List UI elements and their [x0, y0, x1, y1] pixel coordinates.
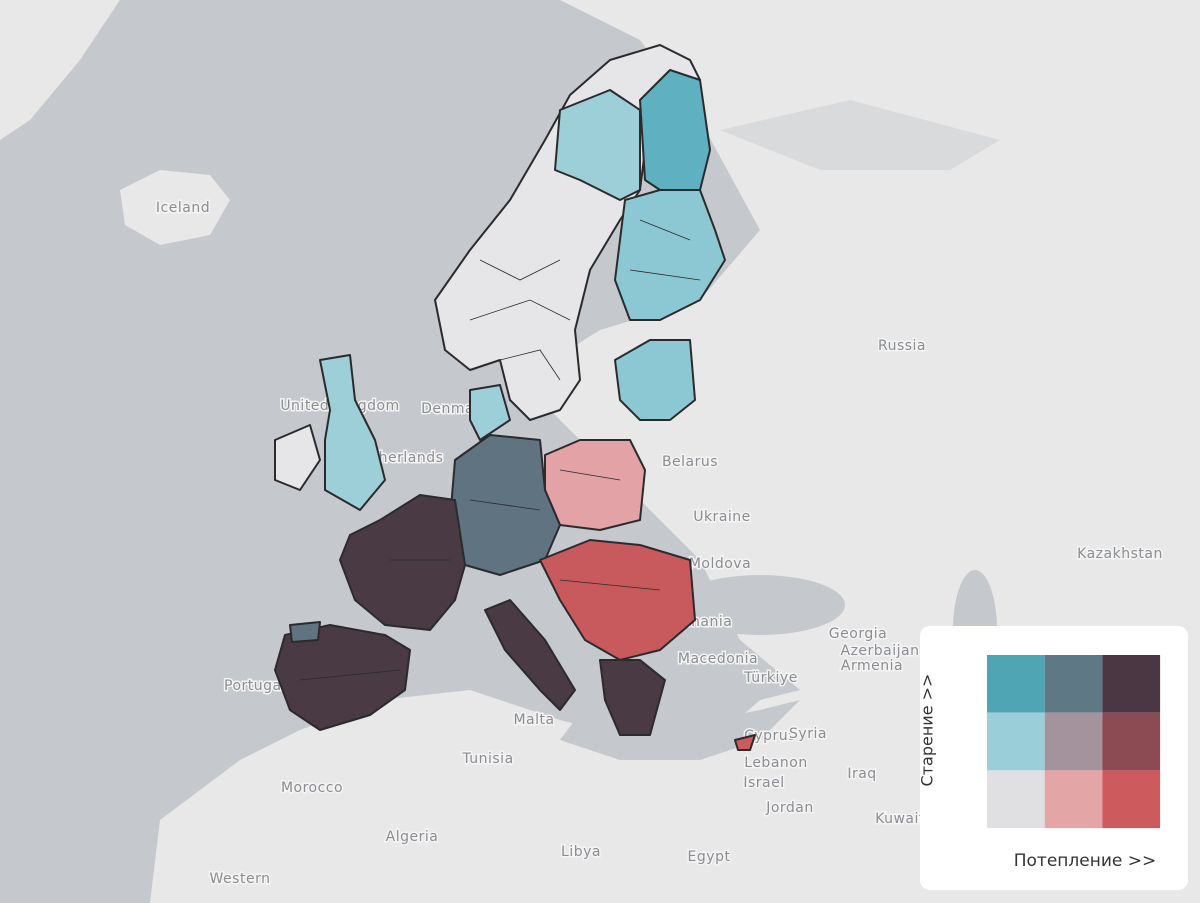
legend-y-label: Старение >>	[918, 674, 937, 787]
place-label: Morocco	[281, 780, 343, 796]
place-label: Azerbaijan	[841, 643, 920, 659]
legend-x-label: Потепление >>	[1014, 851, 1157, 871]
legend-cell	[987, 770, 1045, 829]
place-label: Tunisia	[461, 751, 513, 767]
legend-cell	[987, 712, 1045, 771]
legend-cell	[1102, 712, 1161, 771]
place-label: Kuwait	[875, 811, 925, 827]
place-label: Moldova	[689, 556, 751, 572]
place-label: Ukraine	[693, 509, 751, 525]
legend-cell	[987, 655, 1045, 713]
place-label: Jordan	[765, 800, 814, 816]
legend: Старение >> Потепление >>	[918, 626, 1188, 890]
place-label: Macedonia	[678, 651, 758, 667]
eu-regions	[274, 44, 756, 751]
legend-cell	[1044, 655, 1103, 713]
place-label: Kazakhstan	[1077, 546, 1163, 562]
place-label: Cyprus	[744, 728, 796, 744]
legend-cell	[1102, 655, 1161, 713]
legend-cell	[1102, 770, 1161, 829]
place-label: Libya	[561, 844, 601, 860]
place-label: Algeria	[386, 829, 439, 845]
place-label: Iraq	[847, 766, 876, 782]
place-label: Western	[210, 871, 271, 887]
legend-cell	[1044, 770, 1103, 829]
place-label: Belarus	[662, 454, 718, 470]
place-label: Türkiye	[743, 670, 798, 686]
legend-cell	[1044, 712, 1103, 771]
place-label: Syria	[789, 726, 827, 742]
place-label: Iceland	[156, 200, 210, 216]
place-label: Armenia	[841, 658, 903, 674]
place-label: Lebanon	[744, 755, 807, 771]
region-borders	[299, 219, 701, 681]
place-label: Russia	[878, 338, 926, 354]
place-label: Israel	[743, 775, 784, 791]
place-label: Egypt	[688, 849, 731, 865]
place-label: Portugal	[224, 678, 286, 694]
place-label: Georgia	[829, 626, 887, 642]
place-label: Malta	[513, 712, 554, 728]
